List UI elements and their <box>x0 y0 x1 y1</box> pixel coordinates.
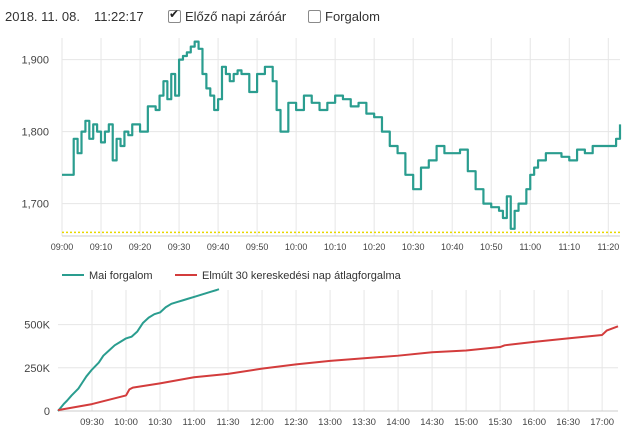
price-x-tick-label: 10:20 <box>363 242 386 252</box>
price-x-tick-label: 10:10 <box>324 242 347 252</box>
price-x-tick-label: 09:30 <box>168 242 191 252</box>
volume-x-tick-label: 15:30 <box>488 417 512 428</box>
chart-toolbar: 2018. 11. 08. 11:22:17 ✔ Előző napi záróár… <box>0 0 640 34</box>
volume-x-tick-label: 17:00 <box>590 417 614 428</box>
volume-y-tick-label: 250K <box>24 363 50 375</box>
price-x-tick-label: 10:50 <box>480 242 503 252</box>
volume-x-tick-label: 10:00 <box>114 417 138 428</box>
volume-x-tick-label: 13:00 <box>318 417 342 428</box>
volume-x-tick-label: 15:00 <box>454 417 478 428</box>
price-y-tick-label: 1,800 <box>21 127 49 139</box>
prev-close-checkbox[interactable]: ✔ Előző napi záróár <box>168 7 287 24</box>
time-label: 11:22:17 <box>93 9 144 24</box>
volume-x-tick-label: 14:00 <box>386 417 410 428</box>
date-label: 2018. 11. 08. <box>5 9 80 24</box>
volume-label: Forgalom <box>325 9 380 24</box>
todays-volume-line <box>57 288 220 412</box>
volume-x-tick-label: 10:30 <box>148 417 172 428</box>
volume-y-tick-label: 0 <box>44 406 50 418</box>
prev-close-label: Előző napi záróár <box>185 9 287 24</box>
timestamp: 2018. 11. 08. 11:22:17 <box>5 9 144 24</box>
avg-volume-line <box>57 325 619 412</box>
price-x-tick-label: 11:00 <box>519 242 541 252</box>
price-y-tick-label: 1,700 <box>21 199 49 211</box>
volume-x-tick-label: 11:30 <box>217 417 240 428</box>
price-x-tick-label: 10:30 <box>402 242 425 252</box>
volume-checkbox[interactable]: Forgalom <box>308 9 380 24</box>
checkbox-checked-icon[interactable]: ✔ <box>168 7 181 23</box>
checkmark-icon: ✔ <box>169 7 180 21</box>
price-x-tick-label: 10:40 <box>441 242 464 252</box>
price-x-tick-label: 09:40 <box>207 242 230 252</box>
volume-x-tick-label: 09:30 <box>80 417 104 428</box>
legend-label: Mai forgalom <box>89 270 153 282</box>
legend-label: Elmúlt 30 kereskedési nap átlagforgalma <box>202 270 402 282</box>
volume-x-tick-label: 11:00 <box>182 417 205 428</box>
volume-x-tick-label: 12:00 <box>250 417 274 428</box>
checkbox-unchecked-icon[interactable] <box>308 10 321 23</box>
price-x-tick-label: 09:50 <box>246 242 269 252</box>
price-x-tick-label: 09:00 <box>51 242 74 252</box>
volume-x-tick-label: 14:30 <box>420 417 444 428</box>
price-y-tick-label: 1,900 <box>21 55 49 67</box>
price-x-tick-label: 11:10 <box>558 242 580 252</box>
price-x-tick-label: 10:00 <box>285 242 308 252</box>
volume-x-tick-label: 16:00 <box>522 417 546 428</box>
price-x-tick-label: 09:20 <box>129 242 152 252</box>
volume-x-tick-label: 16:30 <box>556 417 580 428</box>
price-x-tick-label: 11:20 <box>597 242 619 252</box>
price-series-line <box>62 40 622 230</box>
volume-y-tick-label: 500K <box>24 320 50 332</box>
volume-x-tick-label: 13:30 <box>352 417 376 428</box>
price-x-tick-label: 09:10 <box>90 242 113 252</box>
volume-x-tick-label: 12:30 <box>284 417 308 428</box>
